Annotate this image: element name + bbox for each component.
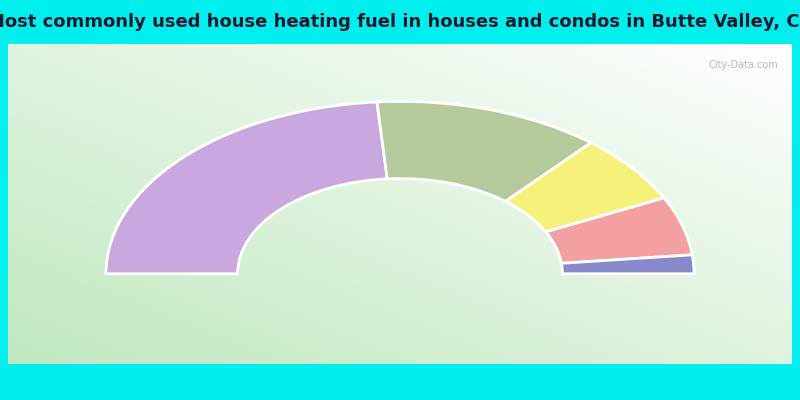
Text: Most commonly used house heating fuel in houses and condos in Butte Valley, CA: Most commonly used house heating fuel in… bbox=[0, 13, 800, 31]
Wedge shape bbox=[377, 102, 591, 201]
Text: City-Data.com: City-Data.com bbox=[708, 60, 778, 70]
Wedge shape bbox=[506, 143, 664, 232]
Wedge shape bbox=[106, 102, 387, 274]
Wedge shape bbox=[546, 198, 692, 263]
Wedge shape bbox=[562, 255, 694, 274]
